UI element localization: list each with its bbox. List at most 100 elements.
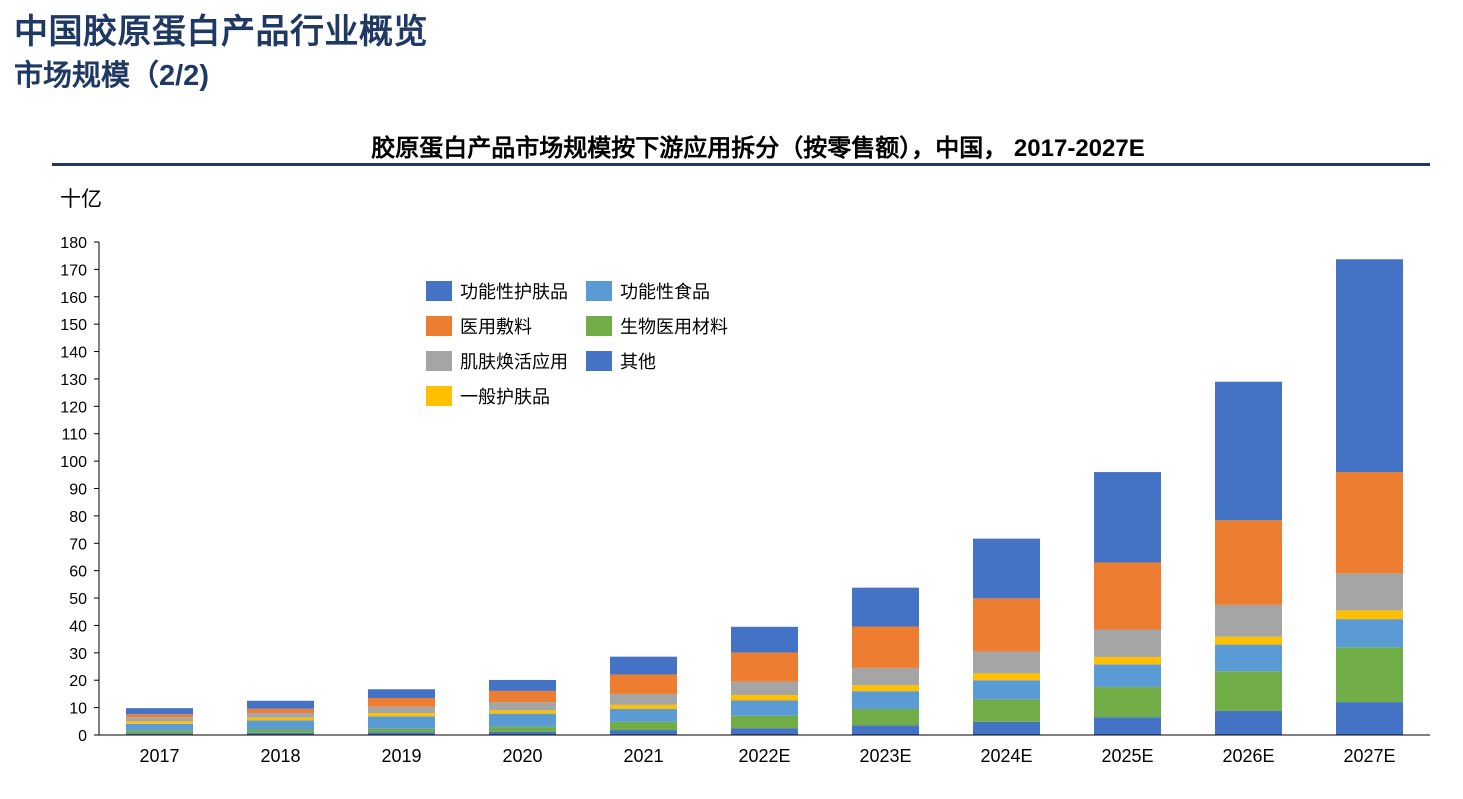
y-tick-label: 180: [60, 235, 87, 252]
bar-segment: [731, 652, 798, 682]
legend-item: 其他: [586, 351, 746, 372]
bar-segment: [126, 721, 193, 724]
bar-segment: [852, 725, 919, 735]
bar-segment: [489, 726, 556, 732]
y-tick-label: 50: [69, 591, 87, 608]
bar-segment: [1336, 610, 1403, 620]
x-tick-label: 2021: [623, 746, 663, 766]
legend-swatch: [426, 351, 452, 371]
bar-segment: [1336, 647, 1403, 703]
x-tick-label: 2017: [139, 746, 179, 766]
bar-segment: [1336, 259, 1403, 473]
bar-segment: [1215, 636, 1282, 645]
bar-segment: [973, 680, 1040, 700]
y-tick-label: 20: [69, 673, 87, 690]
bar-segment: [1215, 644, 1282, 672]
bar-segment: [126, 730, 193, 734]
bar-segment: [489, 679, 556, 691]
legend-swatch: [586, 316, 612, 336]
bar-segment: [1215, 604, 1282, 637]
x-tick-label: 2023E: [859, 746, 911, 766]
legend-swatch: [426, 281, 452, 301]
bar-segment: [973, 721, 1040, 735]
bar-segment: [610, 721, 677, 731]
chart-title: 胶原蛋白产品市场规模按下游应用拆分（按零售额），中国， 2017-2027E: [371, 135, 1145, 162]
bar-segment: [1094, 717, 1161, 735]
y-tick-label: 100: [60, 454, 87, 471]
y-tick-label: 10: [69, 701, 87, 718]
legend-swatch: [586, 281, 612, 301]
legend-swatch: [586, 351, 612, 371]
bar-segment: [247, 708, 314, 714]
bar-segment: [852, 691, 919, 709]
bar-segment: [973, 538, 1040, 599]
bar-segment: [610, 674, 677, 694]
bar-segment: [247, 717, 314, 721]
bar-segment: [610, 656, 677, 675]
legend-label: 功能性护肤品: [460, 282, 568, 302]
bar-segment: [731, 715, 798, 729]
y-tick-label: 30: [69, 646, 87, 663]
bar-segment: [368, 732, 435, 735]
bar-segment: [1215, 671, 1282, 711]
bar-segment: [852, 708, 919, 726]
bar-segment: [489, 710, 556, 714]
bar-segment: [247, 713, 314, 718]
title-divider: [52, 163, 1430, 166]
bar-segment: [489, 731, 556, 735]
bar-segment: [610, 708, 677, 722]
y-tick-label: 130: [60, 372, 87, 389]
y-tick-label: 90: [69, 482, 87, 499]
bar-segment: [247, 720, 314, 730]
bar-segment: [610, 693, 677, 705]
bar-segment: [1094, 472, 1161, 563]
legend-item: 一般护肤品: [426, 386, 586, 407]
legend-label: 其他: [620, 352, 656, 372]
x-tick-label: 2024E: [980, 746, 1032, 766]
bar-segment: [368, 689, 435, 699]
bar-segment: [247, 729, 314, 733]
bar-segment: [126, 714, 193, 718]
bar-segment: [1336, 619, 1403, 648]
y-tick-label: 150: [60, 317, 87, 334]
bar-segment: [610, 730, 677, 735]
x-tick-label: 2020: [502, 746, 542, 766]
x-tick-label: 2027E: [1343, 746, 1395, 766]
page-title: 中国胶原蛋白产品行业概览: [14, 13, 428, 51]
bar-segment: [1094, 656, 1161, 665]
legend-label: 肌肤焕活应用: [460, 352, 568, 372]
chart-legend: 功能性护肤品 功能性食品医用敷料 生物医用材料 肌肤焕活应用 其他一般护肤品: [426, 281, 746, 407]
bar-segment: [1094, 629, 1161, 657]
y-tick-label: 110: [61, 427, 87, 444]
bar-segment: [126, 723, 193, 731]
bar-segment: [1215, 381, 1282, 521]
page-subtitle: 市场规模（2/2): [14, 60, 209, 92]
bar-segment: [126, 717, 193, 722]
y-tick-label: 170: [60, 262, 87, 279]
bar-segment: [247, 700, 314, 709]
legend-swatch: [426, 316, 452, 336]
bar-segment: [731, 695, 798, 701]
y-tick-label: 80: [69, 509, 87, 526]
bar-segment: [126, 708, 193, 715]
legend-item: 肌肤焕活应用: [426, 351, 586, 372]
y-tick-label: 160: [60, 290, 87, 307]
bar-segment: [368, 698, 435, 707]
y-tick-label: 40: [69, 618, 87, 635]
legend-swatch: [426, 386, 452, 406]
bar-segment: [852, 667, 919, 686]
legend-label: 功能性食品: [620, 282, 710, 302]
bar-segment: [852, 587, 919, 627]
y-tick-label: 60: [69, 564, 87, 581]
bar-segment: [731, 681, 798, 696]
legend-item: 生物医用材料: [586, 316, 746, 337]
legend-item: 功能性食品: [586, 281, 746, 302]
bar-segment: [1336, 702, 1403, 735]
bar-segment: [731, 728, 798, 735]
y-tick-label: 0: [78, 728, 87, 745]
bar-segment: [1336, 573, 1403, 611]
bar-segment: [489, 713, 556, 727]
y-tick-label: 70: [69, 536, 87, 553]
legend-label: 医用敷料: [460, 317, 532, 337]
bar-segment: [368, 716, 435, 729]
